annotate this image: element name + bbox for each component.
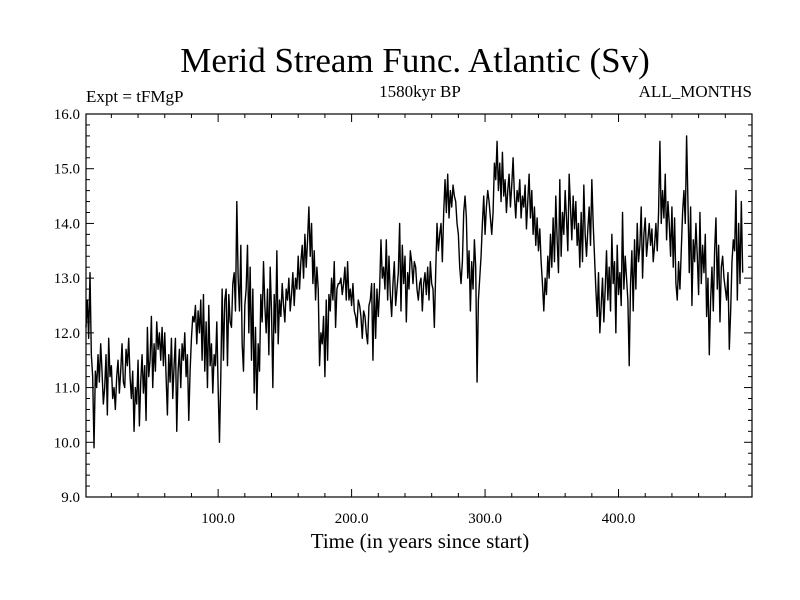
x-tick-label: 200.0 (335, 511, 369, 527)
y-tick-label: 16.0 (54, 107, 80, 123)
x-tick-label: 400.0 (602, 511, 636, 527)
y-axis: 9.0 10.0 11.0 12.0 13.0 14.0 15.0 16.0 (54, 107, 752, 506)
chart-subtitle: 1580kyr BP (379, 82, 461, 101)
y-tick-label: 12.0 (54, 326, 80, 342)
experiment-label: Expt = tFMgP (86, 87, 183, 106)
months-label: ALL_MONTHS (639, 82, 752, 101)
y-tick-label: 10.0 (54, 435, 80, 451)
x-tick-label: 300.0 (468, 511, 502, 527)
y-tick-label: 14.0 (54, 216, 80, 232)
series-line (85, 135, 744, 449)
y-tick-label: 13.0 (54, 271, 80, 287)
y-tick-label: 9.0 (61, 490, 80, 506)
x-axis: 100.0 200.0 300.0 400.0 (110, 114, 726, 527)
x-tick-label: 100.0 (201, 511, 235, 527)
y-tick-label: 11.0 (54, 381, 80, 397)
x-axis-label: Time (in years since start) (311, 529, 530, 553)
chart-title: Merid Stream Func. Atlantic (Sv) (180, 41, 650, 80)
plot-frame (85, 113, 753, 498)
y-tick-label: 15.0 (54, 162, 80, 178)
